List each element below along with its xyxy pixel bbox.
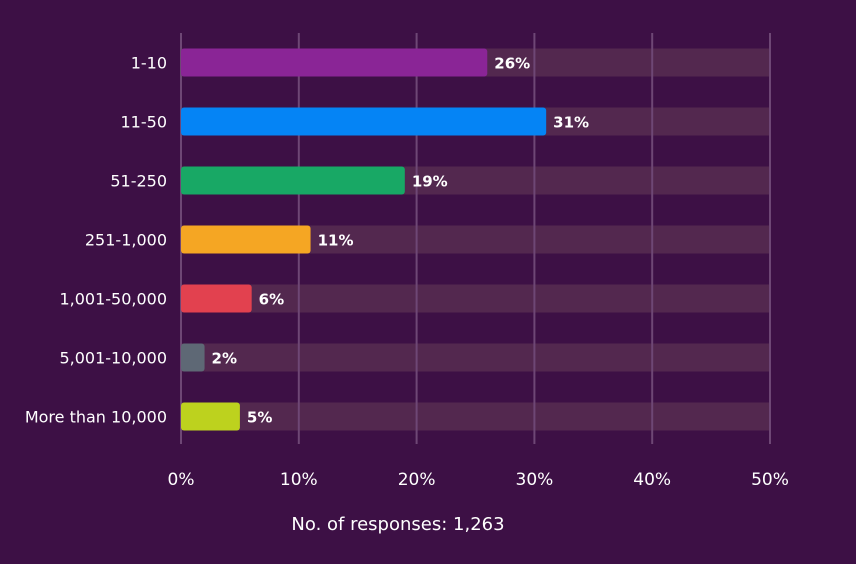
bar-value-label: 19% [412,173,448,191]
bar [181,166,405,195]
x-tick-label: 40% [633,470,671,490]
x-tick-label: 10% [280,470,318,490]
bar [181,225,311,254]
bar [181,402,240,431]
bar-value-label: 31% [553,114,589,132]
bar [181,284,252,313]
bar-value-label: 26% [494,55,530,73]
category-labels: 1-10 11-50 51-250 251-1,000 1,001-50,000 5,00… [25,54,167,427]
bar [181,48,488,77]
responses-footnote: No. of responses: 1,263 [291,514,504,535]
x-tick-label: 50% [751,470,789,490]
category-label: 251-1,000 [85,231,167,250]
bar-value-label: 5% [247,409,272,427]
bar-track [181,284,770,313]
bar [181,107,547,136]
category-label: 1-10 [131,54,167,73]
value-labels: 26% 31% 19% 11% 6% 2% 5% [212,55,590,427]
x-tick-label: 30% [516,470,554,490]
bar-value-label: 11% [318,232,354,250]
category-label: More than 10,000 [25,408,167,427]
bar-value-label: 2% [212,350,237,368]
category-label: 11-50 [121,113,168,132]
bar-value-label: 6% [259,291,284,309]
x-tick-label: 20% [398,470,436,490]
bar [181,343,205,372]
x-tick-label: 0% [168,470,195,490]
bars [181,48,547,431]
category-label: 1,001-50,000 [59,290,167,309]
category-label: 5,001-10,000 [59,349,167,368]
bar-track [181,402,770,431]
bar-track [181,343,770,372]
x-axis-tick-labels: 0% 10% 20% 30% 40% 50% [168,470,789,490]
category-label: 51-250 [110,172,167,191]
bar-tracks [181,48,770,431]
